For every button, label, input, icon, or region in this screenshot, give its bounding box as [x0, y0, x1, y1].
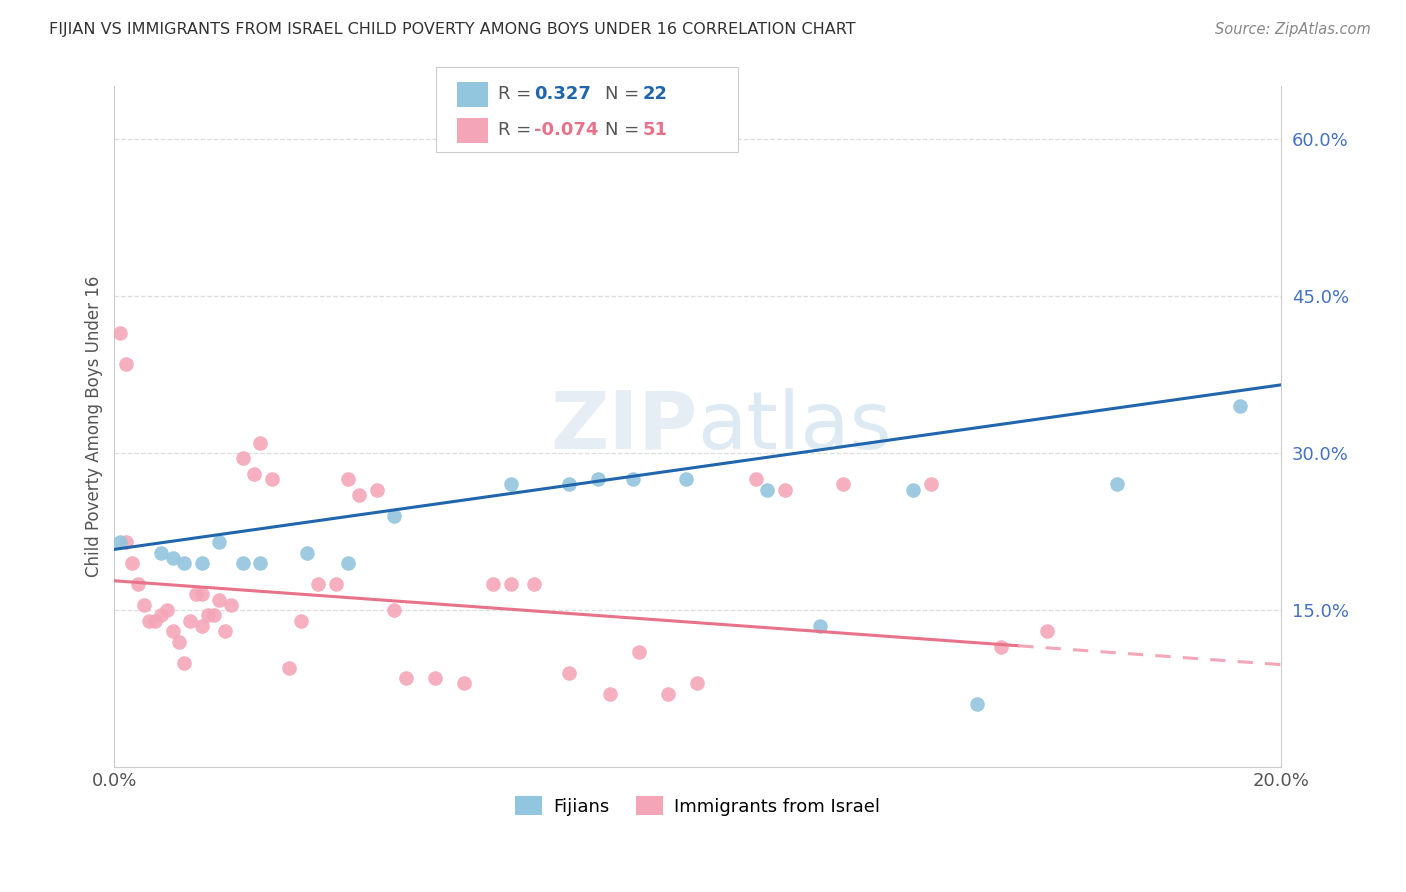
Point: [173, 556, 195, 570]
Text: R =: R =: [498, 121, 537, 139]
Point: [903, 483, 925, 497]
Point: [832, 477, 855, 491]
Point: [208, 535, 231, 549]
Legend: Fijians, Immigrants from Israel: Fijians, Immigrants from Israel: [508, 789, 887, 823]
Text: N =: N =: [605, 121, 644, 139]
Point: [588, 472, 610, 486]
Point: [295, 545, 318, 559]
Point: [675, 472, 697, 486]
Point: [423, 671, 446, 685]
Text: atlas: atlas: [697, 388, 891, 466]
Text: 22: 22: [643, 85, 668, 103]
Point: [966, 698, 988, 712]
Point: [336, 556, 359, 570]
Point: [290, 614, 312, 628]
Point: [366, 483, 388, 497]
Point: [138, 614, 160, 628]
Point: [132, 598, 155, 612]
Point: [523, 577, 546, 591]
Text: ZIP: ZIP: [550, 388, 697, 466]
Y-axis label: Child Poverty Among Boys Under 16: Child Poverty Among Boys Under 16: [86, 277, 103, 577]
Point: [773, 483, 796, 497]
Point: [184, 587, 207, 601]
Point: [243, 467, 266, 481]
Point: [260, 472, 283, 486]
Point: [628, 645, 651, 659]
Point: [150, 608, 173, 623]
Text: FIJIAN VS IMMIGRANTS FROM ISRAEL CHILD POVERTY AMONG BOYS UNDER 16 CORRELATION C: FIJIAN VS IMMIGRANTS FROM ISRAEL CHILD P…: [49, 22, 856, 37]
Point: [808, 619, 831, 633]
Point: [143, 614, 166, 628]
Point: [232, 451, 254, 466]
Point: [191, 556, 214, 570]
Point: [756, 483, 779, 497]
Point: [173, 656, 195, 670]
Point: [179, 614, 201, 628]
Point: [219, 598, 242, 612]
Point: [558, 665, 581, 680]
Point: [249, 435, 271, 450]
Text: -0.074: -0.074: [534, 121, 599, 139]
Point: [202, 608, 225, 623]
Point: [920, 477, 942, 491]
Point: [308, 577, 330, 591]
Point: [110, 535, 132, 549]
Point: [1229, 399, 1251, 413]
Point: [336, 472, 359, 486]
Point: [121, 556, 143, 570]
Point: [453, 676, 475, 690]
Point: [127, 577, 149, 591]
Text: R =: R =: [498, 85, 537, 103]
Point: [382, 603, 405, 617]
Point: [558, 477, 581, 491]
Point: [482, 577, 505, 591]
Text: 51: 51: [643, 121, 668, 139]
Point: [349, 488, 371, 502]
Point: [657, 687, 679, 701]
Point: [156, 603, 179, 617]
Point: [214, 624, 236, 638]
Point: [191, 619, 214, 633]
Point: [382, 508, 405, 523]
Point: [191, 587, 214, 601]
Text: 0.327: 0.327: [534, 85, 591, 103]
Point: [325, 577, 347, 591]
Point: [115, 357, 138, 371]
Point: [395, 671, 418, 685]
Point: [249, 556, 271, 570]
Point: [232, 556, 254, 570]
Point: [162, 624, 184, 638]
Point: [745, 472, 768, 486]
Point: [150, 545, 173, 559]
Point: [115, 535, 138, 549]
Point: [686, 676, 709, 690]
Point: [990, 640, 1012, 654]
Point: [499, 577, 522, 591]
Text: Source: ZipAtlas.com: Source: ZipAtlas.com: [1215, 22, 1371, 37]
Point: [599, 687, 621, 701]
Point: [167, 634, 190, 648]
Point: [197, 608, 219, 623]
Point: [208, 592, 231, 607]
Point: [1107, 477, 1129, 491]
Point: [278, 661, 301, 675]
Point: [621, 472, 644, 486]
Point: [110, 326, 132, 340]
Text: N =: N =: [605, 85, 644, 103]
Point: [162, 550, 184, 565]
Point: [1036, 624, 1059, 638]
Point: [499, 477, 522, 491]
